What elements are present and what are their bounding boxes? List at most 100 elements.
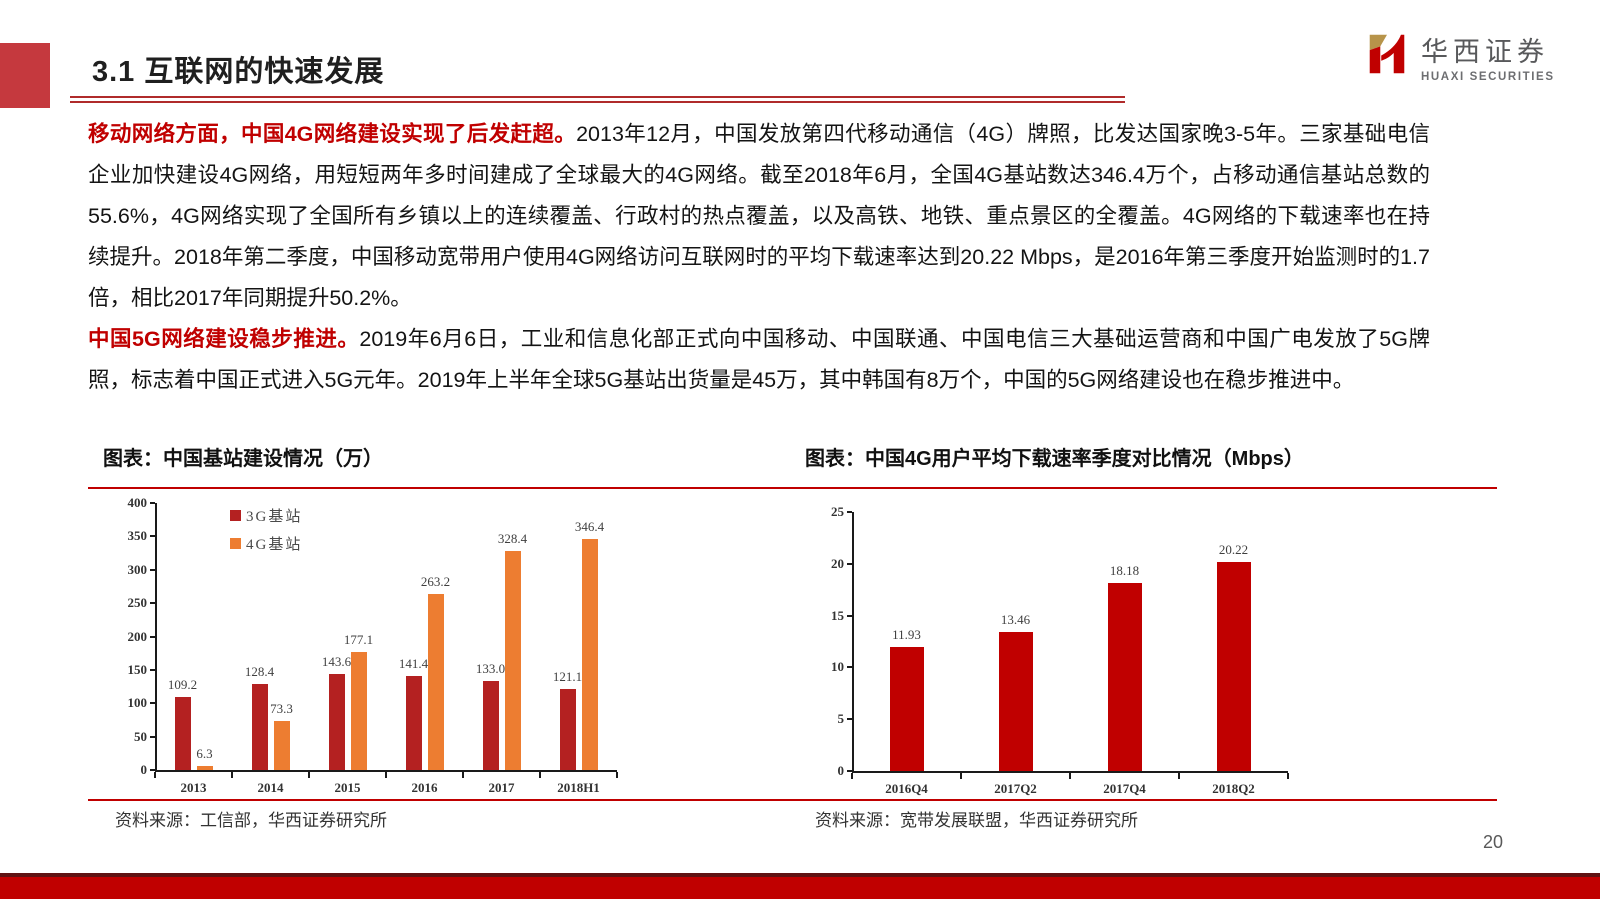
legend-swatch-3G基站 [230,510,241,521]
bar-4G基站-2015 [350,651,367,770]
paragraph-4g-body: 2013年12月，中国发放第四代移动通信（4G）牌照，比发达国家晚3-5年。三家… [88,122,1430,310]
data-label-4G用户平均下载速率-2018Q2: 20.22 [1218,541,1249,557]
data-label-4G基站-2014: 73.3 [270,701,293,717]
left-chart-title: 图表：中国基站建设情况（万） [103,448,383,470]
y-tick-label: 300 [127,561,148,577]
bar-3G基站-2016 [405,675,422,770]
y-tick [847,511,852,513]
y-tick-label: 25 [831,504,844,519]
x-tick [385,772,387,778]
y-tick-label: 15 [831,607,844,623]
data-label-4G基站-2018H1: 346.4 [574,518,605,534]
legend-label-4G基站: 4G基站 [246,537,303,553]
bar-3G基站-2013 [174,697,191,770]
paragraph-5g: 中国5G网络建设稳步推进。2019年6月6日，工业和信息化部正式向中国移动、中国… [88,319,1430,401]
bar-4G基站-2016 [427,594,444,770]
title-underline [70,96,1125,103]
y-axis [155,503,157,772]
x-axis [155,770,617,772]
x-tick [539,772,541,778]
y-tick-label: 0 [140,762,148,777]
x-tick [1069,773,1071,779]
figure-bottom-rule [88,799,1497,801]
data-label-4G用户平均下载速率-2016Q4: 11.93 [892,627,921,643]
y-tick [847,614,852,617]
y-tick [150,602,155,605]
x-axis-label: 2016 [411,780,438,795]
y-tick-label: 150 [127,661,148,677]
y-tick [150,735,155,738]
logo-name-cn: 华西证券 [1421,37,1549,67]
data-label-4G基站-2015: 177.1 [343,631,374,647]
x-tick [1178,773,1180,779]
data-label-3G基站-2018H1: 121.1 [552,669,583,685]
x-axis-label: 2015 [334,780,361,795]
data-label-4G用户平均下载速率-2017Q4: 18.18 [1109,562,1140,578]
paragraph-4g: 移动网络方面，中国4G网络建设实现了后发赶超。2013年12月，中国发放第四代移… [88,114,1430,319]
y-tick [847,770,852,772]
x-tick [154,772,156,778]
x-axis [852,771,1288,773]
x-axis-label: 2013 [180,780,207,795]
paragraph-5g-body: 2019年6月6日，工业和信息化部正式向中国移动、中国联通、中国电信三大基础运营… [88,327,1431,392]
y-tick-label: 250 [127,595,148,611]
data-label-4G基站-2017: 328.4 [497,530,528,546]
data-label-3G基站-2013: 109.2 [167,677,198,693]
legend-swatch-4G基站 [230,538,241,549]
x-tick [1287,773,1289,779]
data-label-4G基站-2013: 6.3 [196,745,213,761]
body-text: 移动网络方面，中国4G网络建设实现了后发赶超。2013年12月，中国发放第四代移… [88,114,1430,401]
y-tick [847,718,852,721]
download-speed-bar-chart: 0 5 10 15 20 25 2016Q4 11.93 2017Q2 13.46 2017Q4 18… [810,492,1330,798]
bar-4G用户平均下载速率-2017Q4 [1107,582,1142,771]
y-tick [150,702,155,705]
x-axis-label: 2016Q4 [885,781,928,796]
logo-text: 华西证券 HUAXI SECURITIES [1421,30,1555,83]
bar-4G基站-2014 [273,721,290,770]
data-label-3G基站-2017: 133.0 [475,661,506,677]
legend-label-3G基站: 3G基站 [246,509,303,525]
page-title: 3.1 互联网的快速发展 [92,56,385,88]
x-axis-label: 2017Q2 [994,781,1037,796]
bar-4G基站-2018H1 [581,538,598,770]
figure-top-rule [88,487,1497,489]
y-tick-label: 50 [134,728,147,744]
right-chart-title: 图表：中国4G用户平均下载速率季度对比情况（Mbps） [805,448,1304,470]
x-axis-label: 2018Q2 [1212,781,1255,796]
x-axis-label: 2017 [488,780,515,795]
y-tick [150,769,155,771]
data-label-3G基站-2016: 141.4 [398,655,429,671]
x-tick [308,772,310,778]
paragraph-4g-lead: 移动网络方面，中国4G网络建设实现了后发赶超。 [88,122,577,146]
data-label-4G基站-2016: 263.2 [420,574,451,590]
base-stations-bar-chart: 0 50 100 150 200 250 300 350 400 2013 109.2 6.3 2014… [110,492,640,798]
x-axis-label: 2017Q4 [1103,781,1146,796]
right-chart-source: 资料来源：宽带发展联盟，华西证券研究所 [815,811,1138,830]
title-accent-square [0,43,50,108]
bar-3G基站-2018H1 [559,689,576,770]
x-axis-label: 2018H1 [557,780,600,795]
y-tick [847,562,852,565]
y-tick-label: 20 [831,555,844,571]
y-tick-label: 10 [831,659,844,675]
huaxi-logo: 华西证券 HUAXI SECURITIES [1363,28,1555,85]
x-tick [616,772,618,778]
y-tick [150,568,155,571]
y-tick [150,502,155,504]
huaxi-h-icon [1363,28,1411,85]
y-tick [150,535,155,538]
y-tick-label: 400 [127,495,148,510]
x-tick [231,772,233,778]
y-tick-label: 350 [127,528,148,544]
logo-name-en: HUAXI SECURITIES [1421,71,1555,83]
x-tick [960,773,962,779]
bar-4G基站-2017 [504,550,521,770]
bar-3G基站-2014 [251,684,268,770]
page-number: 20 [1483,832,1504,852]
x-axis-label: 2014 [257,780,284,795]
data-label-3G基站-2014: 128.4 [244,664,275,680]
bar-4G用户平均下载速率-2016Q4 [889,647,924,771]
left-chart-source: 资料来源：工信部，华西证券研究所 [115,811,387,830]
y-axis [852,512,854,773]
x-tick [462,772,464,778]
